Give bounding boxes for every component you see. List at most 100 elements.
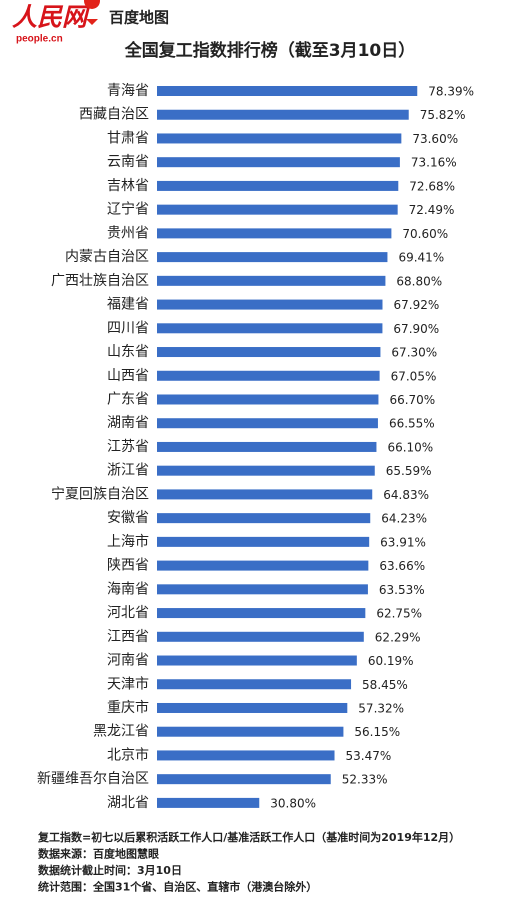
category-label: 甘肃省	[107, 130, 149, 146]
pin-icon	[84, 0, 100, 25]
value-label: 75.82%	[420, 108, 466, 122]
bar	[157, 441, 377, 452]
category-label: 安徽省	[107, 510, 149, 526]
bar	[157, 655, 357, 666]
value-label: 53.47%	[346, 749, 392, 763]
chart-title: 全国复工指数排行榜（截至3月10日）	[124, 40, 416, 61]
value-label: 62.75%	[376, 607, 422, 621]
note: 复工指数=初七以后累积活跃工作人口/基准活跃工作人口（基准时间为2019年12月…	[37, 830, 460, 844]
logo: 人民网	[12, 4, 91, 32]
category-label: 湖北省	[107, 795, 149, 811]
value-label: 67.90%	[393, 322, 439, 336]
value-label: 78.39%	[428, 85, 474, 99]
value-label: 64.23%	[381, 512, 427, 526]
logo-url: people.cn	[16, 34, 63, 45]
bar	[157, 157, 400, 168]
bar	[157, 252, 388, 263]
category-label: 海南省	[107, 581, 149, 597]
category-label: 广西壮族自治区	[51, 273, 149, 289]
category-label: 吉林省	[107, 178, 149, 194]
value-label: 67.92%	[393, 298, 439, 312]
category-label: 黑龙江省	[93, 724, 149, 740]
bar	[157, 513, 371, 524]
value-label: 60.19%	[368, 654, 414, 668]
bar	[157, 560, 369, 571]
value-label: 67.05%	[391, 369, 437, 383]
bar	[157, 631, 364, 642]
bar	[157, 750, 335, 761]
note: 数据来源：百度地图慧眼	[38, 847, 159, 861]
value-label: 69.41%	[398, 251, 444, 265]
category-label: 山西省	[107, 368, 149, 384]
bar	[157, 133, 402, 144]
partner-logo: 百度地图	[109, 9, 169, 27]
category-label: 湖南省	[107, 415, 149, 431]
value-label: 73.16%	[411, 156, 457, 170]
category-label: 上海市	[107, 533, 149, 550]
value-label: 30.80%	[270, 796, 316, 810]
value-label: 72.49%	[409, 203, 455, 217]
note: 数据统计截止时间：3月10日	[38, 863, 182, 877]
value-label: 58.45%	[362, 678, 408, 692]
category-label: 天津市	[107, 675, 149, 692]
bar	[157, 299, 383, 310]
value-label: 57.32%	[358, 701, 404, 715]
bar	[157, 774, 331, 785]
bar	[157, 418, 378, 429]
category-label: 陕西省	[107, 558, 149, 574]
value-label: 66.55%	[389, 417, 435, 431]
value-label: 66.70%	[389, 393, 435, 407]
value-label: 68.80%	[396, 274, 442, 288]
bar	[157, 180, 399, 191]
value-label: 73.60%	[412, 132, 458, 146]
bar	[157, 347, 381, 358]
bar	[157, 109, 409, 120]
category-label: 内蒙古自治区	[65, 249, 149, 265]
bar	[157, 323, 383, 334]
category-label: 重庆市	[107, 699, 149, 716]
value-label: 56.15%	[354, 725, 400, 739]
bar	[157, 584, 368, 595]
bar	[157, 536, 370, 547]
value-label: 66.10%	[387, 440, 433, 454]
category-label: 江西省	[107, 629, 149, 645]
bar	[157, 228, 392, 239]
category-label: 江苏省	[107, 439, 149, 455]
bar	[157, 726, 344, 737]
note: 统计范围：全国31个省、自治区、直辖市（港澳台除外）	[38, 880, 317, 894]
bar	[157, 489, 373, 500]
category-label: 贵州省	[107, 225, 149, 241]
value-label: 64.83%	[383, 488, 429, 502]
value-label: 72.68%	[409, 179, 455, 193]
category-label: 北京市	[107, 746, 149, 763]
category-label: 云南省	[107, 154, 149, 170]
value-label: 70.60%	[402, 227, 448, 241]
value-label: 52.33%	[342, 773, 388, 787]
bar	[157, 275, 386, 286]
value-label: 63.53%	[379, 583, 425, 597]
bar	[157, 204, 398, 215]
category-label: 辽宁省	[107, 201, 149, 218]
category-label: 河北省	[107, 605, 149, 621]
value-label: 63.66%	[379, 559, 425, 573]
category-label: 福建省	[107, 297, 149, 313]
bar	[157, 370, 380, 381]
bar	[157, 797, 260, 808]
category-label: 四川省	[107, 320, 149, 336]
category-label: 西藏自治区	[79, 107, 149, 123]
category-label: 广东省	[107, 391, 149, 407]
bar	[157, 394, 379, 405]
category-label: 浙江省	[107, 463, 149, 479]
bar	[157, 702, 348, 713]
category-label: 青海省	[107, 83, 149, 99]
bar	[157, 608, 366, 619]
bar	[157, 86, 418, 96]
bar	[157, 679, 352, 690]
category-label: 山东省	[107, 344, 149, 360]
value-label: 65.59%	[386, 464, 432, 478]
value-label: 63.91%	[380, 535, 426, 549]
category-label: 宁夏回族自治区	[51, 485, 149, 502]
category-label: 河南省	[107, 653, 149, 669]
bar	[157, 465, 375, 476]
